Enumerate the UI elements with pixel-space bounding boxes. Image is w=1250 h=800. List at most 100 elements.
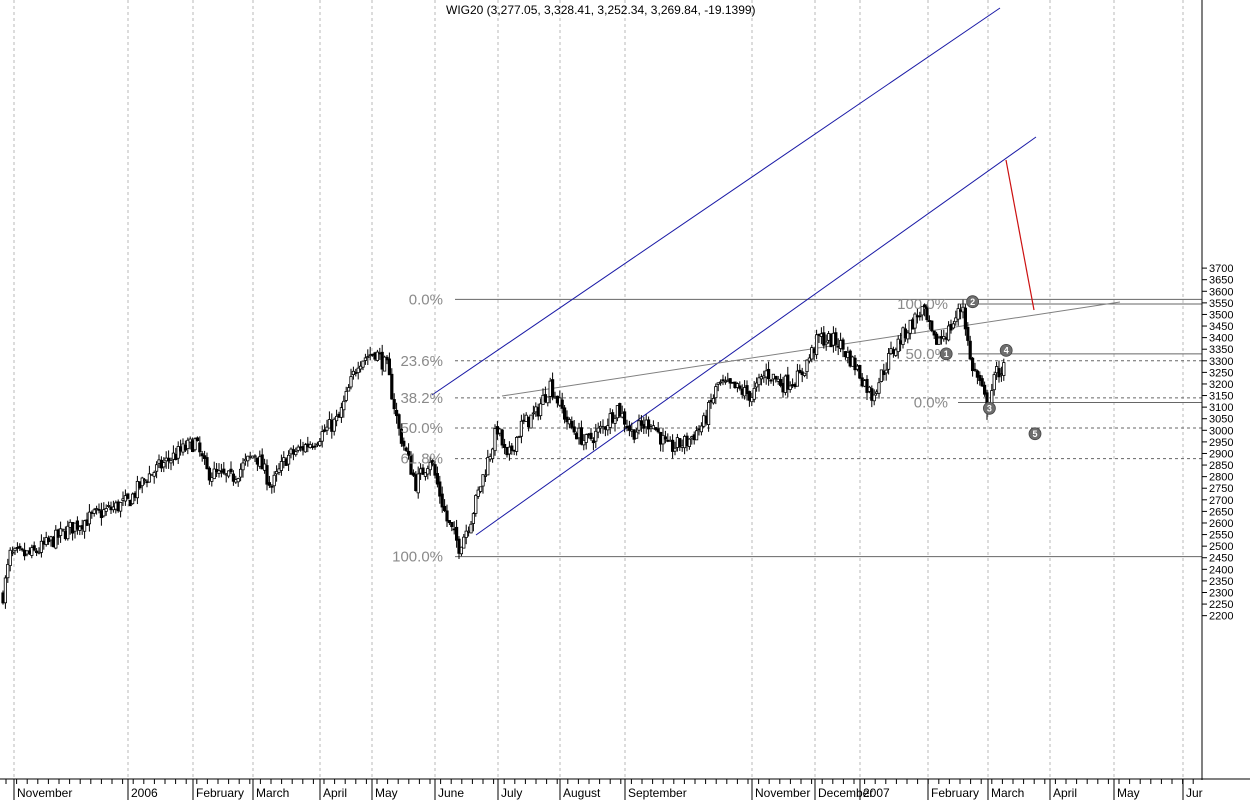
candle-body <box>32 545 36 551</box>
candle-body <box>656 428 660 433</box>
x-axis: November 2006 February March April May June Jul… <box>5 779 1203 800</box>
candle-body <box>639 420 644 426</box>
wave-markers: 1 2 3 4 5 <box>939 295 1042 441</box>
candle-body <box>406 450 411 456</box>
candle-body <box>358 365 363 370</box>
candle-body <box>757 377 761 386</box>
candle-body <box>486 457 490 476</box>
wave-marker-circle <box>939 347 953 361</box>
candle-body <box>673 447 677 452</box>
wave-marker-circle <box>983 401 996 415</box>
candle-body <box>531 412 536 415</box>
candle-body <box>551 379 555 398</box>
candle-body <box>13 547 17 552</box>
candle-body <box>66 525 70 540</box>
candle-body <box>738 385 742 389</box>
candle-body <box>404 447 408 451</box>
y-tick-label: 3150 <box>1209 391 1233 403</box>
candle-body <box>810 347 814 360</box>
candle-body <box>382 356 387 372</box>
y-tick-label: 2650 <box>1209 506 1233 518</box>
candle-body <box>447 520 452 524</box>
y-tick-label: 3450 <box>1209 321 1233 333</box>
candle-body <box>992 374 996 391</box>
fib-level-label: 50.0% <box>400 420 443 437</box>
candle-body <box>723 380 728 383</box>
candle-body <box>786 374 790 390</box>
candle-body <box>399 428 404 444</box>
y-tick-label: 2300 <box>1209 587 1233 599</box>
candle-body <box>270 485 274 488</box>
candle-body <box>20 548 24 551</box>
candle-body <box>308 444 312 449</box>
fib-level-label: 61.8% <box>400 451 443 468</box>
fib-level-label: 38.2% <box>400 390 443 407</box>
candle-body <box>579 427 584 445</box>
candle-body <box>695 430 699 441</box>
candle-body <box>932 330 936 336</box>
candle-body <box>483 474 488 477</box>
x-tick-label: July <box>501 786 522 800</box>
fib-right-label: 0.0% <box>914 394 948 411</box>
projection-line <box>1005 159 1035 311</box>
candle-body <box>774 375 778 380</box>
candle-body <box>104 508 108 512</box>
candle-body <box>570 420 574 428</box>
candle-body <box>238 468 243 478</box>
candle-body <box>450 521 454 528</box>
candle-body <box>97 508 101 511</box>
candle-body <box>176 446 180 459</box>
candle-body <box>471 513 476 524</box>
candle-body <box>30 547 34 556</box>
candle-body <box>795 370 800 387</box>
candle-body <box>971 357 975 372</box>
candle-body <box>402 440 406 447</box>
candle-body <box>457 538 461 554</box>
candle-body <box>75 520 79 530</box>
candle-body <box>947 325 951 341</box>
fib-level-label: 0.0% <box>409 291 443 308</box>
candle-body <box>767 368 771 380</box>
candle-body <box>623 411 627 425</box>
y-axis: 2200225023002350240024502500255026002650… <box>1202 263 1233 623</box>
candle-body <box>265 465 269 485</box>
candle-body <box>918 315 922 318</box>
y-tick-label: 2600 <box>1209 518 1233 530</box>
candle-body <box>421 467 425 475</box>
candle-body <box>363 357 368 361</box>
y-tick-label: 2700 <box>1209 495 1233 507</box>
candle-body <box>661 434 665 445</box>
x-tick-label: 2006 <box>131 786 158 800</box>
candle-body <box>978 374 982 381</box>
candle-body <box>728 378 732 384</box>
candle-body <box>135 480 139 499</box>
candle-body <box>130 493 135 505</box>
candle-body <box>342 400 346 411</box>
candle-body <box>231 473 235 482</box>
candle-body <box>719 381 723 384</box>
x-tick-label: February <box>931 786 979 800</box>
candle-body <box>925 306 929 321</box>
candle-body <box>154 464 159 472</box>
candle-body <box>286 454 291 465</box>
fib-right-label: 50.0% <box>905 346 948 363</box>
candle-body <box>394 409 399 417</box>
y-tick-label: 3650 <box>1209 275 1233 287</box>
candle-body <box>334 415 339 422</box>
candle-body <box>435 473 440 485</box>
fib-level-label: 23.6% <box>400 353 443 370</box>
candle-body <box>349 376 353 388</box>
candle-body <box>515 437 519 452</box>
candle-body <box>611 412 615 423</box>
candle-body <box>956 308 960 320</box>
candle-body <box>502 444 507 448</box>
candle-body <box>975 370 980 378</box>
candle-body <box>423 472 428 477</box>
candle-body <box>474 495 478 514</box>
candle-body <box>325 426 329 431</box>
candle-body <box>147 473 151 483</box>
candle-body <box>824 341 828 345</box>
candle-body <box>313 445 317 448</box>
candle-body <box>409 454 413 475</box>
candle-body <box>788 385 792 390</box>
